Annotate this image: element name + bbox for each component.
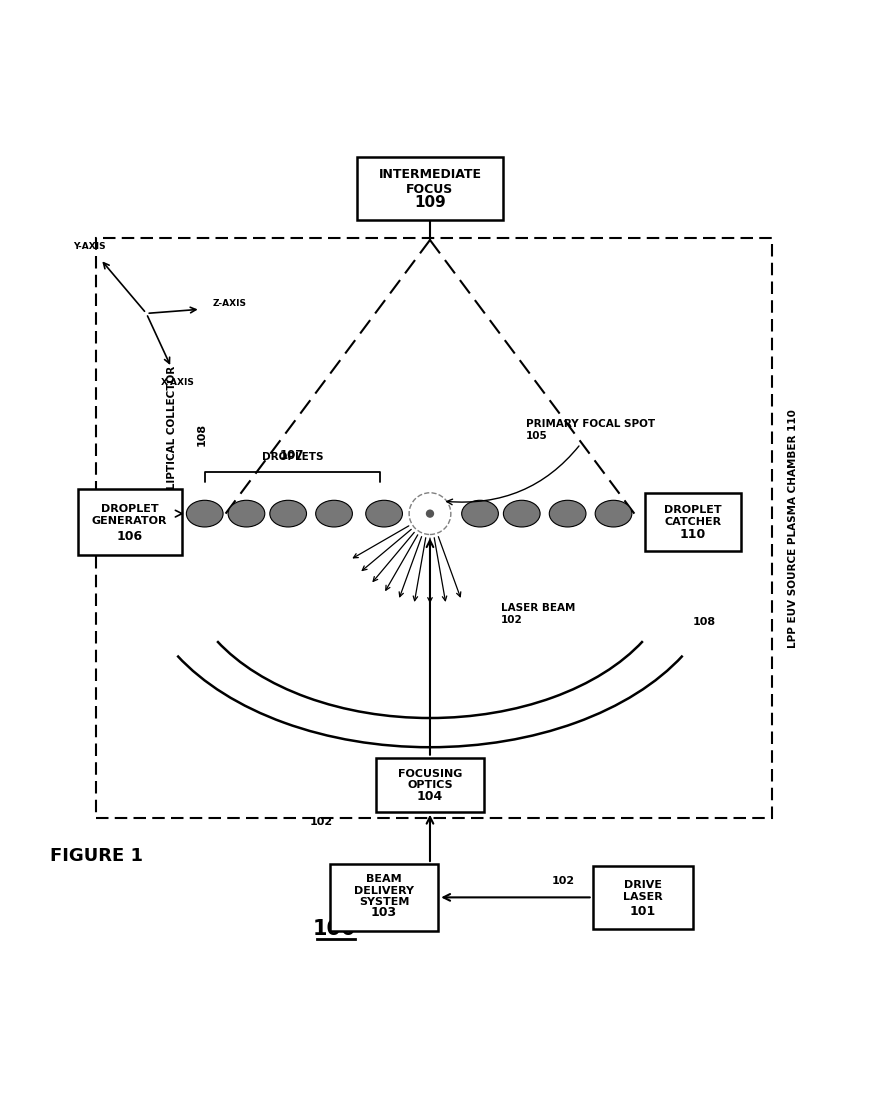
FancyBboxPatch shape (357, 158, 503, 220)
Text: 102: 102 (552, 875, 575, 886)
Text: 103: 103 (371, 906, 397, 919)
Text: DRIVE
LASER: DRIVE LASER (623, 881, 662, 901)
Text: 100: 100 (312, 919, 355, 939)
Text: LASER BEAM
102: LASER BEAM 102 (501, 603, 575, 625)
Text: LPP EUV SOURCE PLASMA CHAMBER 110: LPP EUV SOURCE PLASMA CHAMBER 110 (788, 409, 798, 648)
Text: DROPLET
GENERATOR: DROPLET GENERATOR (92, 504, 168, 526)
Ellipse shape (228, 500, 265, 527)
Text: 101: 101 (629, 905, 656, 918)
Text: 109: 109 (415, 195, 446, 210)
Ellipse shape (461, 500, 499, 527)
Ellipse shape (186, 500, 223, 527)
Ellipse shape (269, 500, 307, 527)
Text: 106: 106 (116, 531, 143, 543)
Text: 104: 104 (417, 790, 443, 803)
Text: DROPLETS: DROPLETS (262, 452, 323, 462)
Text: Y-AXIS: Y-AXIS (73, 242, 106, 251)
Ellipse shape (503, 500, 541, 527)
FancyBboxPatch shape (375, 758, 484, 812)
Text: FIGURE 1: FIGURE 1 (50, 847, 143, 864)
Ellipse shape (315, 500, 353, 527)
Text: 102: 102 (310, 817, 333, 827)
FancyBboxPatch shape (330, 864, 438, 931)
FancyBboxPatch shape (645, 492, 740, 551)
Text: PRIMARY FOCAL SPOT
105: PRIMARY FOCAL SPOT 105 (447, 419, 655, 504)
Text: FOCUSING
OPTICS: FOCUSING OPTICS (398, 769, 462, 790)
Text: X-AXIS: X-AXIS (161, 379, 195, 387)
Text: BEAM
DELIVERY
SYSTEM: BEAM DELIVERY SYSTEM (354, 874, 415, 907)
Text: DROPLET
CATCHER: DROPLET CATCHER (664, 505, 721, 527)
Ellipse shape (595, 500, 632, 527)
Text: Z-AXIS: Z-AXIS (213, 299, 247, 307)
FancyBboxPatch shape (77, 489, 182, 556)
Text: 110: 110 (680, 528, 706, 542)
Ellipse shape (366, 500, 402, 527)
Text: 108: 108 (196, 422, 207, 446)
Circle shape (409, 492, 451, 535)
Ellipse shape (549, 500, 586, 527)
Text: INTERMEDIATE
FOCUS: INTERMEDIATE FOCUS (379, 168, 481, 196)
Text: ELLIPTICAL COLLECTOR: ELLIPTICAL COLLECTOR (167, 365, 177, 503)
Text: 108: 108 (693, 617, 716, 627)
Circle shape (426, 510, 434, 517)
Text: 107: 107 (280, 434, 304, 462)
FancyBboxPatch shape (593, 866, 693, 929)
